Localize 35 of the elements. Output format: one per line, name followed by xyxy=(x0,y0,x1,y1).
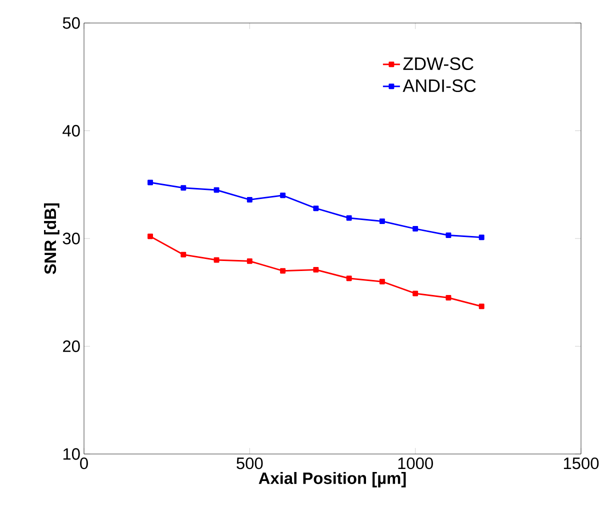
point xyxy=(214,187,220,193)
point xyxy=(280,268,286,274)
y-tick-label: 20 xyxy=(63,340,80,352)
point xyxy=(246,258,252,264)
x-tick-label: 1500 xyxy=(564,458,599,470)
y-tick-label: 10 xyxy=(63,448,80,460)
point xyxy=(313,267,319,272)
point xyxy=(446,232,452,238)
point xyxy=(379,278,385,284)
point xyxy=(412,290,418,296)
x-tick-label: 500 xyxy=(236,458,263,470)
point xyxy=(280,192,286,198)
point xyxy=(313,206,319,212)
point xyxy=(412,226,418,232)
y-axis-title: SNR [dB] xyxy=(44,203,60,274)
y-tick-label: 30 xyxy=(62,232,80,244)
point xyxy=(148,180,154,186)
point xyxy=(148,234,154,240)
legend-label: ANDI-SC xyxy=(402,79,476,92)
legend-label: ZDW-SC xyxy=(403,57,474,70)
x-tick-label: 1000 xyxy=(398,458,433,470)
point xyxy=(180,185,186,191)
point xyxy=(446,295,452,301)
y-tick-label: 40 xyxy=(62,124,80,137)
x-axis-title: Axial Position [µm] xyxy=(258,472,406,488)
point xyxy=(346,215,352,221)
point xyxy=(246,196,252,202)
point xyxy=(379,218,385,224)
x-tick-label: 0 xyxy=(80,458,88,470)
point xyxy=(180,252,186,258)
y-tick-label: 50 xyxy=(62,17,80,29)
point xyxy=(346,276,352,282)
point xyxy=(214,257,220,263)
point xyxy=(478,234,484,240)
point xyxy=(478,304,484,310)
